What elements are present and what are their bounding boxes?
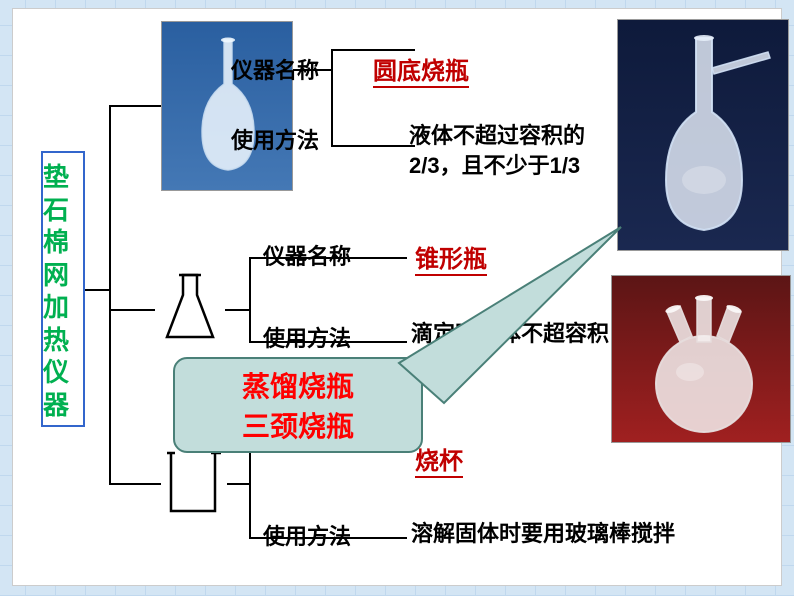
row3-name-value: 烧杯 [415,441,463,476]
connector [85,289,109,291]
connector [249,449,251,539]
row2-usage-label: 使用方法 [263,321,351,353]
erlenmeyer-icon [155,269,225,349]
connector [109,105,111,485]
row1-usage-label: 使用方法 [231,123,319,155]
photo-round-flask [161,21,293,191]
beaker-icon [161,447,227,521]
row1-name-value: 圆底烧瓶 [373,51,469,86]
content-frame: 垫石棉网加热仪器 [12,8,782,586]
photo-distillation-flask [617,19,789,251]
connector [109,483,161,485]
row1-name-label: 仪器名称 [231,53,319,85]
connector [109,309,155,311]
connector [331,145,415,147]
callout-line1: 蒸馏烧瓶 [242,365,354,405]
row2-name-label: 仪器名称 [263,239,351,271]
callout-tail [369,221,689,411]
canvas: 垫石棉网加热仪器 [0,0,794,596]
side-category-label: 垫石棉网加热仪器 [41,151,85,427]
connector [249,257,251,343]
row3-usage-text: 溶解固体时要用玻璃棒搅拌 [411,519,771,549]
callout-line2: 三颈烧瓶 [242,405,354,445]
side-category-text: 垫石棉网加热仪器 [43,161,83,421]
connector [225,309,249,311]
row3-usage-label: 使用方法 [263,519,351,551]
connector [109,105,161,107]
connector [227,483,249,485]
connector [331,49,333,147]
row1-usage-text: 液体不超过容积的2/3，且不少于1/3 [409,121,619,180]
